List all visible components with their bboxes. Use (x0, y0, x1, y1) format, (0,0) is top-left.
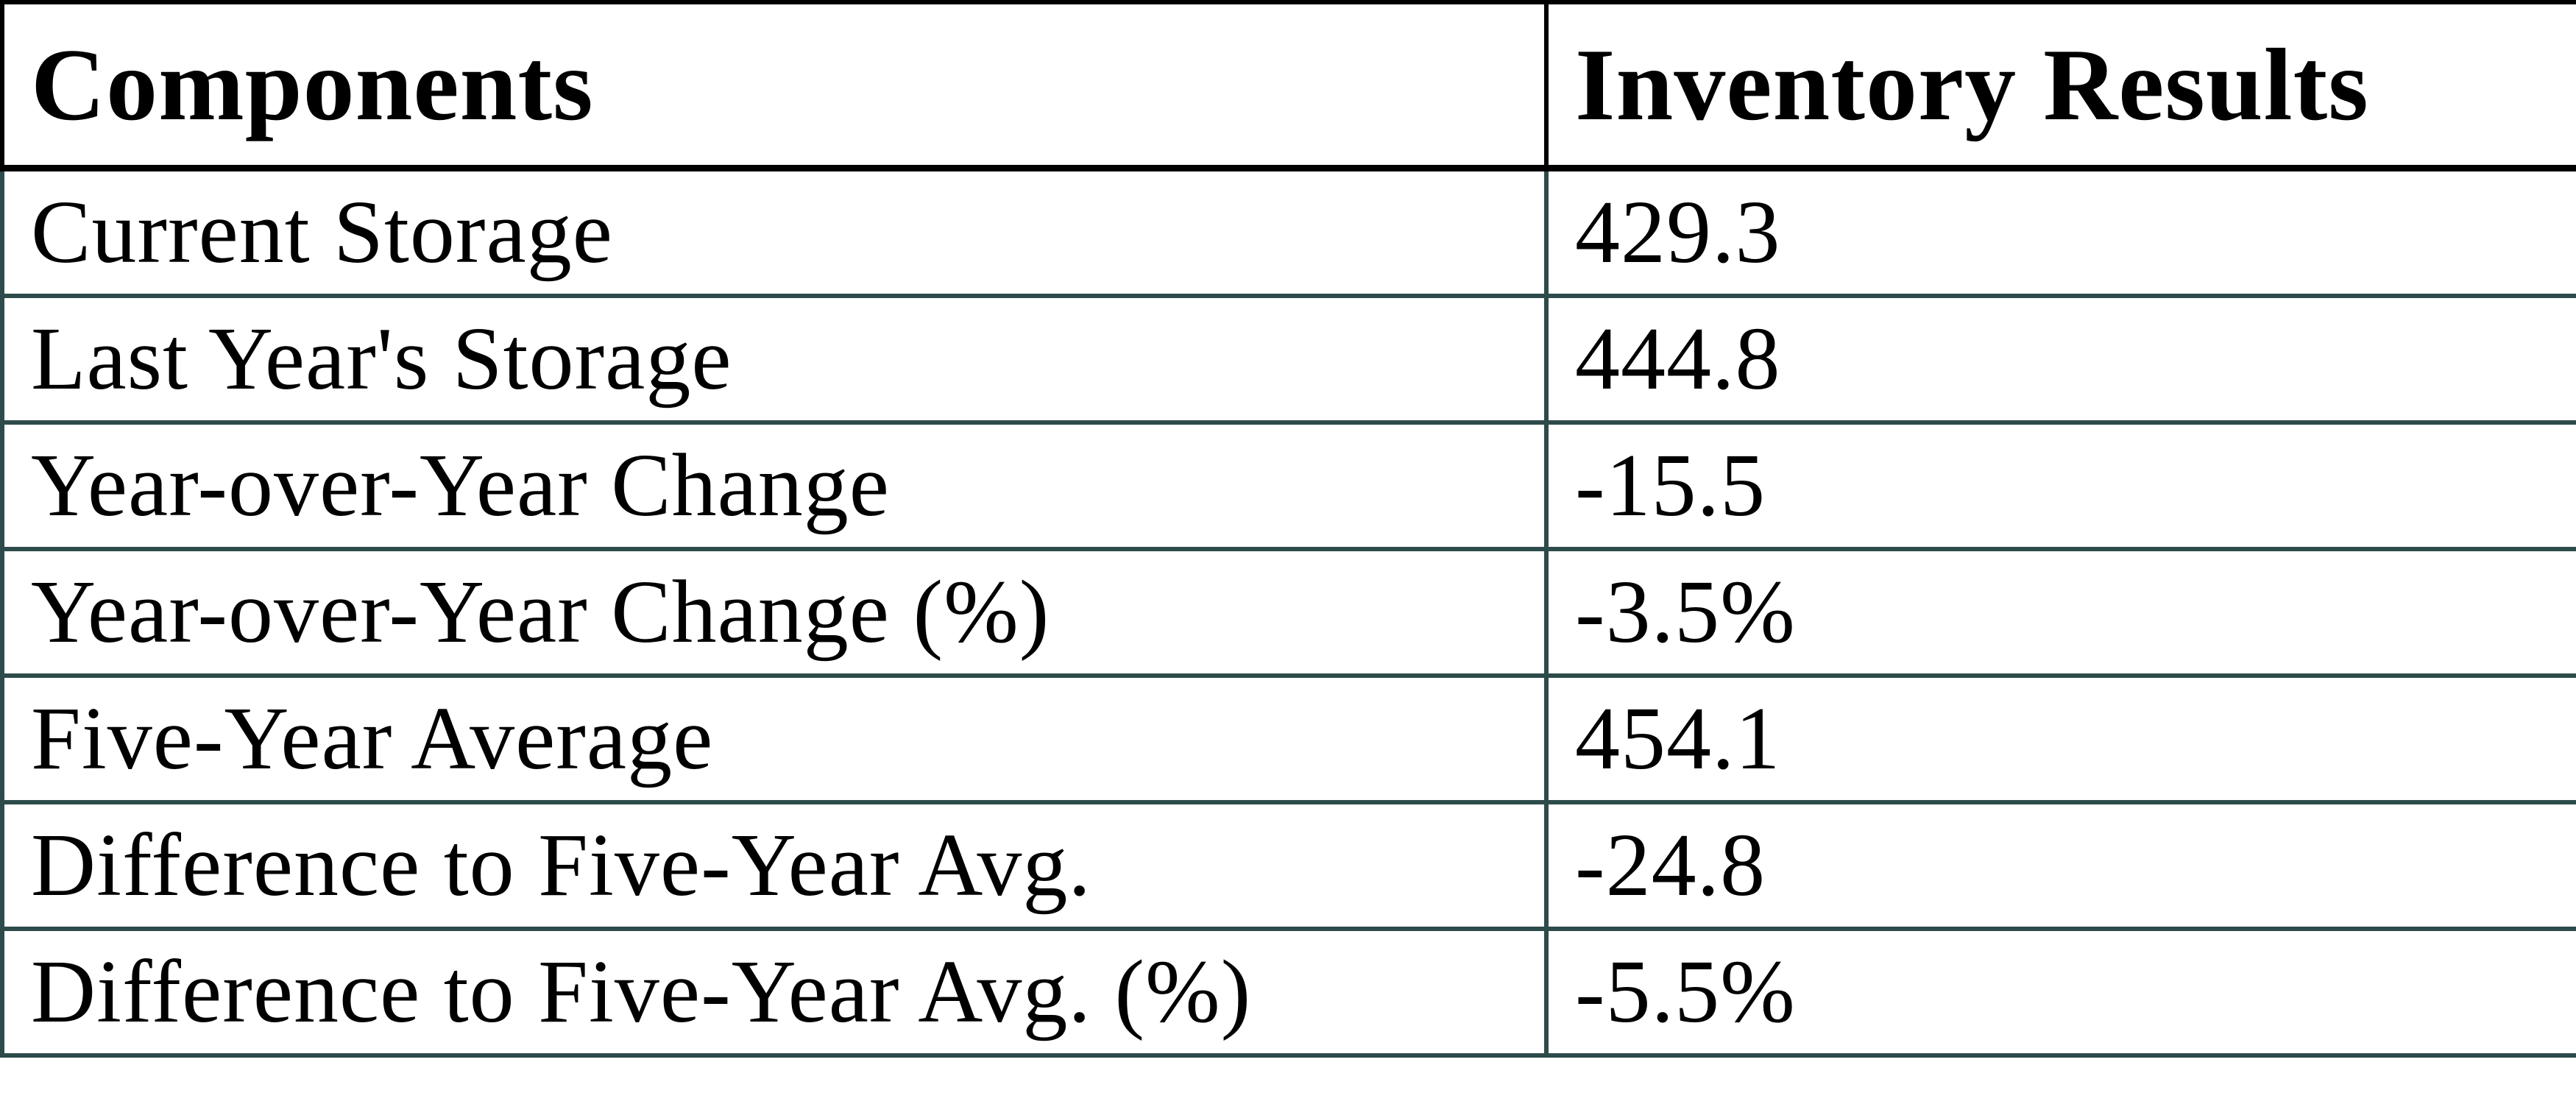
value-cell: -5.5% (1544, 927, 2576, 1058)
component-cell: Five-Year Average (0, 673, 1549, 804)
value-cell: -24.8 (1544, 800, 2576, 931)
table-row: Five-Year Average 454.1 (0, 673, 2576, 804)
header-row: Components Inventory Results (0, 0, 2576, 171)
table-row: Difference to Five-Year Avg. (%) -5.5% (0, 927, 2576, 1058)
value-cell: -3.5% (1544, 547, 2576, 678)
table-row: Last Year's Storage 444.8 (0, 294, 2576, 425)
table-row: Difference to Five-Year Avg. -24.8 (0, 800, 2576, 931)
value-cell: -15.5 (1544, 420, 2576, 551)
value-cell: 429.3 (1544, 166, 2576, 298)
component-cell: Year-over-Year Change (0, 420, 1549, 551)
table-row: Year-over-Year Change -15.5 (0, 420, 2576, 551)
component-cell: Last Year's Storage (0, 294, 1549, 425)
inventory-results-table: Components Inventory Results Current Sto… (0, 0, 2576, 1058)
column-header-inventory-results: Inventory Results (1544, 0, 2576, 171)
table-row: Current Storage 429.3 (0, 166, 2576, 298)
component-cell: Difference to Five-Year Avg. (%) (0, 927, 1549, 1058)
table-row: Year-over-Year Change (%) -3.5% (0, 547, 2576, 678)
value-cell: 454.1 (1544, 673, 2576, 804)
component-cell: Difference to Five-Year Avg. (0, 800, 1549, 931)
value-cell: 444.8 (1544, 294, 2576, 425)
column-header-components: Components (0, 0, 1549, 171)
component-cell: Year-over-Year Change (%) (0, 547, 1549, 678)
component-cell: Current Storage (0, 166, 1549, 298)
